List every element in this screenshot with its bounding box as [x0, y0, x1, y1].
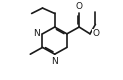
- Text: O: O: [93, 29, 100, 38]
- Text: N: N: [33, 29, 40, 38]
- Text: O: O: [76, 2, 83, 11]
- Text: N: N: [51, 57, 58, 66]
